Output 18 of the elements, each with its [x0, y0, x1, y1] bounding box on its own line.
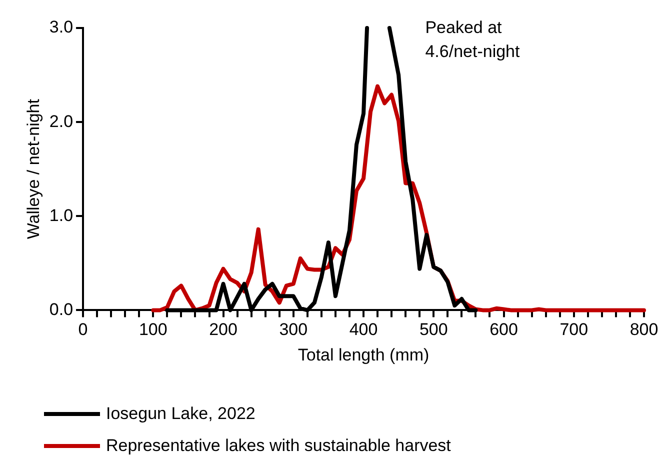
legend-label: Representative lakes with sustainable harvest [106, 436, 451, 456]
x-tick-label: 500 [419, 320, 448, 340]
y-tick-label: 3.0 [49, 18, 74, 37]
x-tick-label: 0 [78, 320, 88, 340]
x-axis-title: Total length (mm) [298, 345, 430, 364]
y-tick-label: 0.0 [49, 300, 74, 319]
x-tick-label: 200 [209, 320, 238, 340]
y-axis-title: Walleye / net-night [24, 98, 43, 240]
x-tick-label: 700 [560, 320, 588, 340]
y-tick-label: 1.0 [49, 206, 74, 225]
x-tick-label: 800 [630, 320, 658, 340]
x-tick-label: 100 [138, 320, 168, 340]
legend-label: Iosegun Lake, 2022 [106, 404, 256, 424]
x-tick-label: 300 [279, 320, 308, 340]
y-tick-label: 2.0 [49, 112, 74, 131]
x-tick-label: 400 [349, 320, 378, 340]
x-tick-label: 600 [490, 320, 518, 340]
annotation: Peaked at 4.6/net-night [425, 18, 520, 62]
